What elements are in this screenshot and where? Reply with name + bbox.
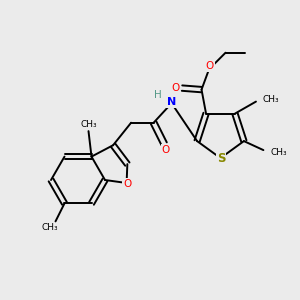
- Text: CH₃: CH₃: [80, 120, 97, 129]
- Text: O: O: [123, 179, 131, 189]
- Text: CH₃: CH₃: [271, 148, 287, 157]
- Text: N: N: [167, 97, 176, 107]
- Text: H: H: [154, 90, 162, 100]
- Text: CH₃: CH₃: [41, 224, 58, 232]
- Text: S: S: [217, 152, 225, 165]
- Text: CH₃: CH₃: [262, 95, 279, 104]
- Text: O: O: [161, 145, 170, 155]
- Text: O: O: [206, 61, 214, 71]
- Text: O: O: [171, 83, 180, 93]
